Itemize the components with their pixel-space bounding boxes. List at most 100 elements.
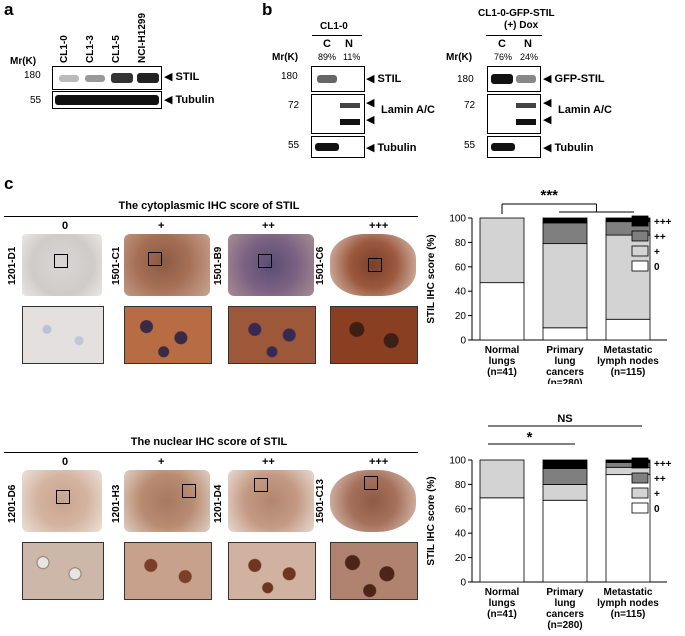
nuc-sample-3: 1201-D4 — [213, 484, 224, 523]
bar-0-cat1 — [479, 282, 525, 341]
panel-b-left-m180: 180 — [281, 71, 298, 82]
panel-b-right-tubulin-label: ◀ Tubulin — [543, 142, 594, 154]
nuc-score-3: +++ — [369, 456, 389, 468]
cyto-core-1 — [124, 234, 210, 296]
b-right-lamin-text: Lamin A/C — [558, 104, 612, 116]
y-tick-label: 20 — [455, 553, 467, 564]
panel-b-left-m55: 55 — [288, 140, 300, 151]
legend-label: +++ — [654, 459, 672, 470]
nuc-zoom-3 — [330, 542, 418, 600]
nuc-sample-1: 1201-D6 — [7, 484, 18, 523]
x-category-label: Normal — [485, 345, 520, 356]
panel-a-marker-55: 55 — [30, 95, 42, 106]
y-axis-label: STIL IHC score (%) — [426, 476, 437, 565]
panel-a-tubulin-blot — [52, 91, 162, 109]
y-tick-label: 80 — [455, 480, 467, 491]
y-tick-label: 20 — [455, 311, 467, 322]
panel-a-mr-label: Mr(K) — [10, 56, 37, 67]
panel-b-right-arrow-2: ◀ — [543, 114, 552, 126]
panel-a-lane-3: CL1-5 — [111, 35, 122, 63]
x-category-label: (n=41) — [487, 367, 517, 378]
nuc-core-2 — [228, 470, 314, 532]
bar-ppp-cat3 — [605, 459, 651, 463]
panel-b-right-title-1: CL1-0-GFP-STIL — [478, 8, 555, 19]
cyto-score-0: 0 — [62, 220, 69, 232]
x-category-label: (n=280) — [547, 378, 582, 384]
panel-b-right-title-2: (+) Dox — [504, 20, 539, 31]
panel-b-left-stil-label: ◀ STIL — [366, 73, 402, 85]
star-label: * — [527, 429, 533, 446]
panel-b-right-mr: Mr(K) — [446, 52, 473, 63]
legend-swatch — [631, 245, 649, 257]
x-category-label: lymph nodes — [597, 598, 659, 609]
x-category-label: (n=115) — [611, 609, 646, 620]
b-right-tubulin-text: Tubulin — [554, 142, 594, 154]
legend-swatch — [631, 502, 649, 514]
b-left-lamin-text: Lamin A/C — [381, 104, 435, 116]
cyto-core-2 — [228, 234, 314, 296]
panel-b-left-m72: 72 — [288, 100, 300, 111]
cyto-zoom-2 — [228, 306, 316, 364]
panel-b-right-arrow-1: ◀ — [543, 97, 552, 109]
cyto-core-0 — [22, 234, 102, 296]
nuc-score-2: ++ — [262, 456, 275, 468]
panel-a-stil-blot — [52, 66, 162, 90]
panel-b-left-tubulin-label: ◀ Tubulin — [366, 142, 417, 154]
legend-swatch — [631, 260, 649, 272]
legend-swatch — [631, 487, 649, 499]
panel-b-right-m180: 180 — [457, 74, 474, 85]
cyto-title-rule — [4, 216, 418, 217]
bar-0-cat1 — [479, 497, 525, 583]
cyto-sample-4: 1501-C6 — [315, 246, 326, 285]
panel-b-left-mr: Mr(K) — [272, 52, 299, 63]
x-category-label: lungs — [489, 598, 516, 609]
panel-a-lane-2: CL1-3 — [85, 35, 96, 63]
nuc-core-1 — [124, 470, 210, 532]
bar-ppp-cat2 — [542, 217, 588, 224]
legend-swatch — [631, 215, 649, 227]
panel-b-left-stil-blot — [311, 66, 365, 92]
bar-0-cat3 — [605, 318, 651, 341]
panel-b-left-lamin-label: Lamin A/C — [381, 104, 435, 116]
y-axis-label: STIL IHC score (%) — [426, 234, 437, 323]
cyto-sample-3: 1501-B9 — [213, 246, 224, 285]
panel-a-lane-4: NCI-H1299 — [137, 12, 148, 63]
panel-b-right-lane-n: N — [524, 38, 532, 50]
panel-c-letter: c — [4, 174, 14, 193]
x-category-label: lung — [554, 598, 575, 609]
tubulin-label-text: Tubulin — [175, 94, 215, 106]
x-category-label: (n=115) — [611, 367, 646, 378]
bar-0-cat2 — [542, 499, 588, 583]
cyto-zoom-0 — [22, 306, 104, 364]
legend-swatch — [631, 230, 649, 242]
panel-b-right-pct-c: 76% — [494, 52, 513, 62]
bar-ppp-cat3 — [605, 217, 651, 223]
panel-b-left-title-line — [312, 35, 362, 36]
x-category-label: (n=41) — [487, 609, 517, 620]
panel-b-right-gfpstil-label: ◀ GFP-STIL — [543, 73, 605, 85]
b-left-stil-text: STIL — [377, 73, 402, 85]
y-tick-label: 40 — [455, 287, 467, 298]
legend-swatch — [631, 457, 649, 469]
y-tick-label: 60 — [455, 504, 467, 515]
x-category-label: Metastatic — [604, 345, 653, 356]
nuc-core-3 — [330, 470, 416, 532]
bar-pp-cat2 — [542, 222, 588, 245]
x-category-label: lymph nodes — [597, 356, 659, 367]
legend-label: 0 — [654, 504, 660, 515]
x-category-label: Normal — [485, 587, 520, 598]
panel-b-right-pct-n: 24% — [520, 52, 539, 62]
panel-a-lane-1: CL1-0 — [59, 35, 70, 63]
nuc-score-1: + — [158, 456, 165, 468]
legend-label: 0 — [654, 262, 660, 273]
x-category-label: cancers — [546, 367, 584, 378]
panel-b-right-lane-c: C — [498, 38, 506, 50]
y-tick-label: 40 — [455, 529, 467, 540]
cyto-score-3: +++ — [369, 220, 389, 232]
legend-label: ++ — [654, 232, 666, 243]
bar-0-cat2 — [542, 327, 588, 341]
panel-b-left-pct-c: 89% — [318, 52, 337, 62]
nuc-score-0: 0 — [62, 456, 69, 468]
panel-a-stil-label: ◀ STIL — [164, 71, 200, 83]
